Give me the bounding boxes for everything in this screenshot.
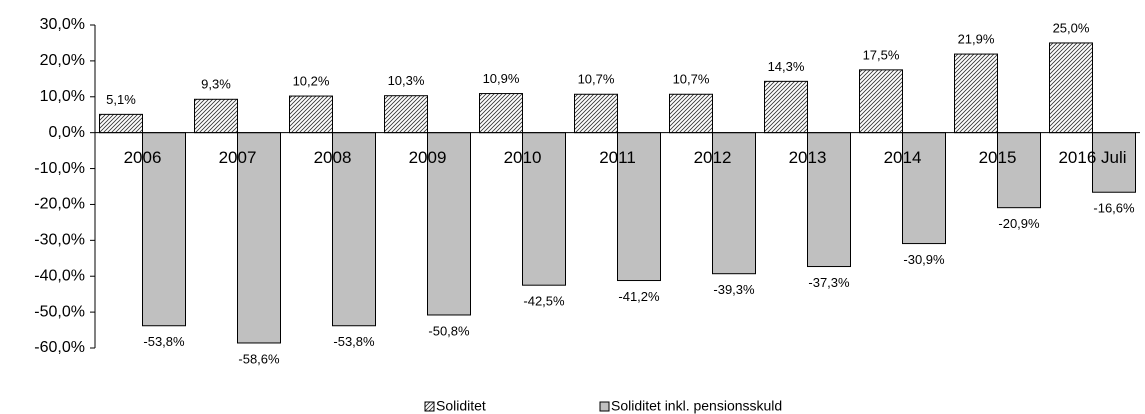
x-tick-label: 2010 <box>504 148 542 167</box>
y-tick-label: 20,0% <box>40 52 85 69</box>
bar <box>997 132 1041 209</box>
bar <box>289 95 333 134</box>
data-label: 10,3% <box>388 73 425 88</box>
bar <box>712 132 756 275</box>
bar <box>237 132 281 344</box>
y-tick-label: -20,0% <box>34 196 85 213</box>
data-label: -16,6% <box>1093 201 1135 216</box>
data-label: -39,3% <box>713 282 755 297</box>
y-tick-label: 0,0% <box>49 124 85 141</box>
x-tick-label: 2014 <box>884 148 922 167</box>
data-label: -42,5% <box>523 294 565 309</box>
data-label: 17,5% <box>863 47 900 62</box>
legend-label: Soliditet <box>436 398 486 414</box>
bar <box>859 69 903 134</box>
y-tick-label: 30,0% <box>40 16 85 33</box>
data-label: -58,6% <box>238 351 280 366</box>
bar <box>954 53 998 134</box>
x-tick-label: 2008 <box>314 148 352 167</box>
bar <box>902 132 946 245</box>
bar <box>1049 42 1093 134</box>
bar <box>194 98 238 134</box>
data-label: -50,8% <box>428 323 470 338</box>
bar <box>384 95 428 134</box>
legend-swatch <box>599 401 610 412</box>
data-label: 5,1% <box>106 92 136 107</box>
legend-label: Soliditet inkl. pensionsskuld <box>611 398 782 414</box>
bar <box>669 93 713 134</box>
x-tick-label: 2015 <box>979 148 1017 167</box>
y-tick-label: 10,0% <box>40 88 85 105</box>
x-tick-label: 2007 <box>219 148 257 167</box>
data-label: -53,8% <box>333 334 375 349</box>
legend-swatch <box>424 401 435 412</box>
x-tick-label: 2016 Juli <box>1058 148 1126 167</box>
bar <box>574 93 618 134</box>
data-label: -53,8% <box>143 334 185 349</box>
data-label: -20,9% <box>998 216 1040 231</box>
data-label: 25,0% <box>1053 20 1090 35</box>
data-label: 21,9% <box>958 32 995 47</box>
bar <box>99 113 143 134</box>
y-tick-label: -50,0% <box>34 303 85 320</box>
data-label: 14,3% <box>768 59 805 74</box>
data-label: -41,2% <box>618 289 660 304</box>
bar <box>1092 132 1136 193</box>
data-label: 10,7% <box>673 72 710 87</box>
bar <box>479 93 523 134</box>
data-label: -37,3% <box>808 275 850 290</box>
x-tick-label: 2012 <box>694 148 732 167</box>
y-tick-label: -30,0% <box>34 232 85 249</box>
bar <box>764 80 808 134</box>
bar <box>332 132 376 327</box>
x-tick-label: 2009 <box>409 148 447 167</box>
bar <box>522 132 566 286</box>
bar <box>807 132 851 268</box>
y-tick-label: -60,0% <box>34 339 85 356</box>
bar <box>427 132 471 316</box>
data-label: -30,9% <box>903 252 945 267</box>
data-label: 9,3% <box>201 77 231 92</box>
y-tick-label: -40,0% <box>34 267 85 284</box>
data-label: 10,9% <box>483 71 520 86</box>
bar <box>617 132 661 282</box>
y-tick-label: -10,0% <box>34 160 85 177</box>
data-label: 10,7% <box>578 72 615 87</box>
x-tick-label: 2013 <box>789 148 827 167</box>
x-tick-label: 2006 <box>124 148 162 167</box>
data-label: 10,2% <box>293 73 330 88</box>
x-tick-label: 2011 <box>599 148 636 167</box>
